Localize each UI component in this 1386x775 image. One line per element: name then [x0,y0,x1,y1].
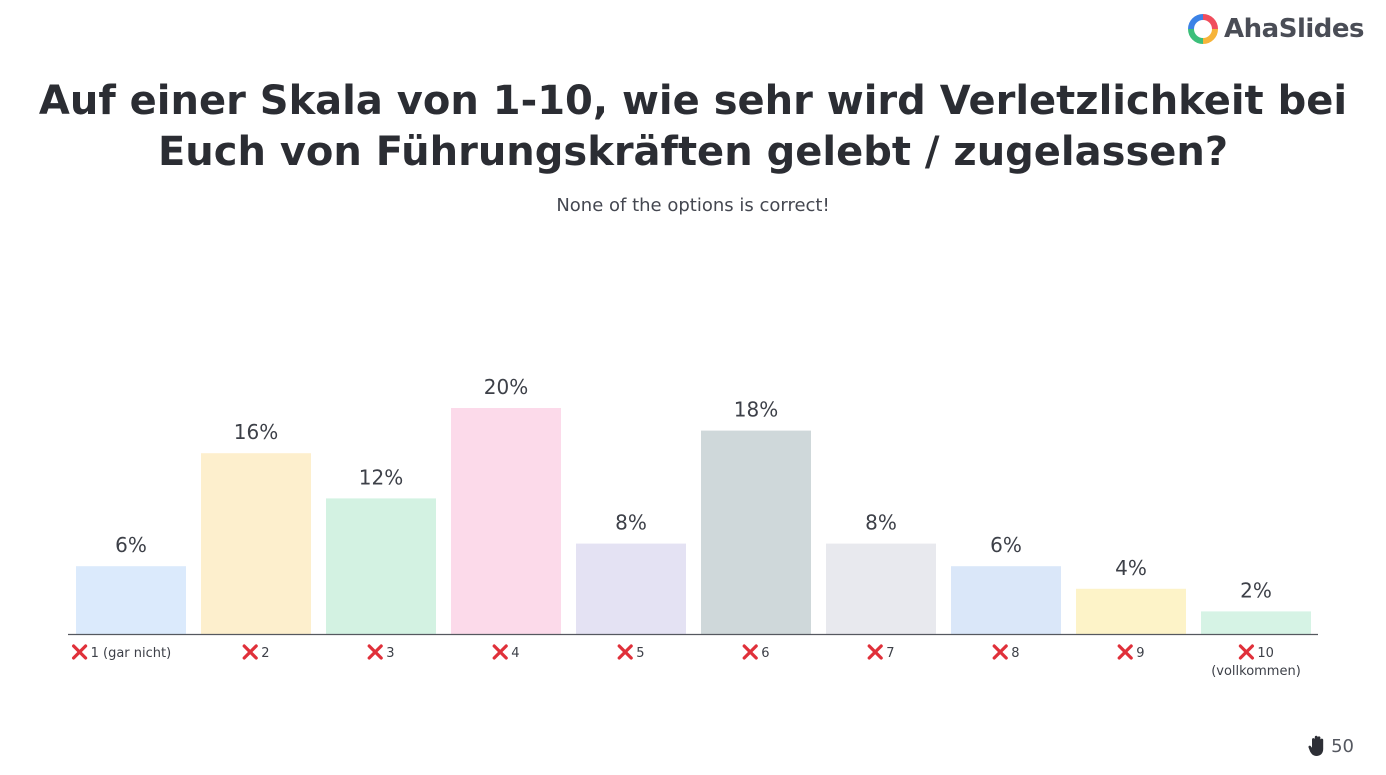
cross-icon [1117,644,1133,660]
bar-5 [576,543,686,634]
bar-value-label: 6% [115,533,147,557]
cross-icon [742,644,758,660]
category-text: 3 [386,646,394,661]
category-text: 6 [761,646,769,661]
question-title: Auf einer Skala von 1-10, wie sehr wird … [38,78,1348,175]
category-label-10: 10 (vollkommen) [1211,644,1301,679]
bar-value-label: 2% [1240,578,1272,602]
category-label-5: 5 [617,644,644,661]
bar-value-label: 4% [1115,556,1147,580]
bar-value-label: 20% [484,375,528,399]
ahaslides-logo-text: AhaSlides [1224,14,1364,44]
bar-value-label: 18% [734,398,778,422]
category-label-4: 4 [492,644,519,661]
category-text: 8 [1011,646,1019,661]
bar-7 [826,543,936,634]
category-text: 4 [511,646,519,661]
cross-icon [617,644,633,660]
cross-icon [242,644,258,660]
bar-value-label: 8% [615,511,647,535]
bar-4 [451,408,561,634]
category-text: 9 [1136,646,1144,661]
hand-icon [1308,735,1324,756]
category-text: 2 [261,646,269,661]
cross-icon [1238,644,1255,660]
bar-3 [326,498,436,634]
ahaslides-logo: AhaSlides [1188,14,1364,44]
bar-10 [1201,611,1311,634]
category-label-7: 7 [867,644,894,661]
bar-9 [1076,588,1186,634]
category-text: 5 [636,646,644,661]
category-label-6: 6 [742,644,769,661]
cross-icon [71,644,88,660]
category-text: 7 [886,646,894,661]
bar-value-label: 16% [234,420,278,444]
category-text: 1 (gar nicht) [91,646,172,661]
category-label-3: 3 [367,644,394,661]
bar-2 [201,453,311,634]
cross-icon [492,644,508,660]
bar-1 [76,566,186,634]
bar-8 [951,566,1061,634]
ahaslides-logo-icon [1188,14,1219,44]
category-text-line2: (vollkommen) [1211,664,1301,679]
category-label-8: 8 [992,644,1019,661]
answer-feedback: None of the options is correct! [556,195,830,216]
response-count-value: 50 [1331,735,1354,757]
category-text: 10 [1257,646,1274,661]
category-label-1: 1 (gar nicht) [71,644,172,661]
bar-value-label: 12% [359,465,403,489]
bar-value-label: 8% [865,511,897,535]
cross-icon [867,644,883,660]
cross-icon [992,644,1008,660]
category-label-9: 9 [1117,644,1144,661]
bar-value-label: 6% [990,533,1022,557]
category-label-2: 2 [242,644,269,661]
bar-6 [701,430,811,634]
response-count: 50 [1308,735,1354,757]
cross-icon [367,644,383,660]
